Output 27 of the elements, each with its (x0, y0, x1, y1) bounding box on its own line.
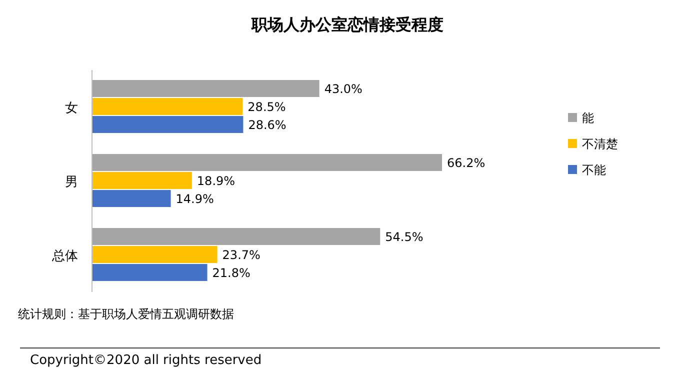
data-label: 28.5% (248, 100, 286, 114)
y-tick-label: 男 (65, 175, 78, 190)
legend-label: 不清楚 (582, 137, 618, 151)
data-label: 23.7% (222, 248, 260, 262)
data-label: 21.8% (212, 266, 250, 280)
text: 统计规则：基于职场人爱情五观调研数据 (18, 307, 234, 321)
text: Copyright©2020 all rights reserved (30, 353, 262, 368)
bar (92, 98, 243, 115)
bar (92, 228, 380, 245)
y-tick-label: 女 (65, 101, 78, 116)
bar (92, 264, 208, 281)
legend-label: 能 (582, 111, 594, 125)
data-label: 14.9% (176, 192, 214, 206)
data-label: 28.6% (248, 118, 286, 132)
bar (92, 116, 244, 133)
bar (92, 172, 192, 189)
y-tick-label: 总体 (51, 249, 78, 264)
bar (92, 154, 442, 171)
data-label: 66.2% (447, 156, 486, 170)
data-label: 18.9% (196, 174, 236, 188)
bar (92, 80, 320, 97)
data-label: 54.5% (385, 230, 424, 244)
chart-title: 职场人办公室恋情接受程度 (250, 15, 444, 34)
bar (92, 246, 218, 263)
data-label: 43.0% (324, 82, 362, 96)
bar (92, 190, 171, 207)
legend-label: 不能 (582, 163, 606, 177)
